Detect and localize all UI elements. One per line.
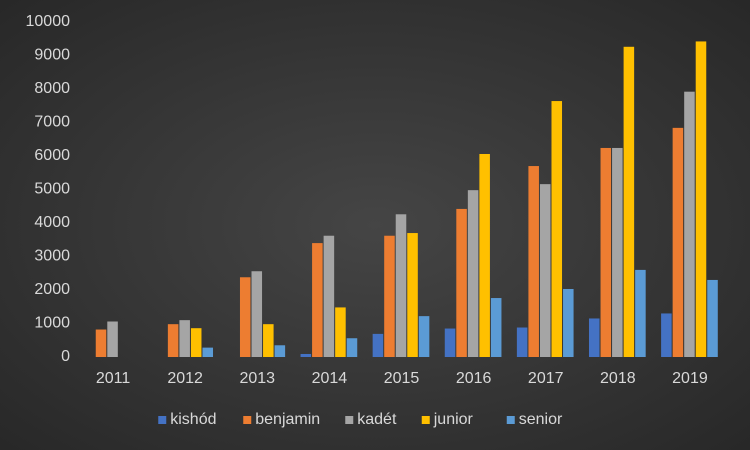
y-tick-label: 10000 (26, 13, 71, 30)
bar (167, 324, 179, 357)
bar (323, 235, 335, 357)
bar (107, 321, 118, 357)
legend-swatch (243, 416, 252, 424)
legend-label: kadét (357, 411, 397, 428)
bar (407, 233, 418, 357)
y-tick-label: 0 (61, 348, 70, 365)
y-tick-label: 4000 (34, 214, 70, 231)
bar (346, 338, 358, 357)
x-tick-label: 2018 (600, 370, 636, 387)
x-tick-label: 2017 (528, 370, 564, 387)
bar (661, 313, 672, 357)
bar (528, 166, 539, 357)
bar (600, 147, 612, 357)
y-tick-label: 2000 (34, 281, 70, 298)
bar (684, 91, 695, 358)
bar (95, 329, 107, 357)
bar (490, 298, 502, 357)
bar (251, 271, 263, 357)
legend-label: senior (519, 411, 563, 428)
y-tick-label: 1000 (34, 315, 70, 332)
bar (335, 307, 346, 357)
bar (312, 243, 323, 357)
x-tick-label: 2014 (312, 370, 348, 387)
bar (539, 184, 551, 357)
bar (456, 208, 467, 357)
bar (635, 269, 646, 357)
bar (467, 190, 479, 357)
y-tick-label: 9000 (34, 47, 70, 64)
bar (612, 147, 623, 357)
bar (479, 153, 490, 357)
bar (623, 46, 635, 357)
bar (372, 333, 384, 357)
legend-label: benjamin (255, 411, 320, 428)
bar (395, 214, 407, 357)
bar (274, 345, 286, 357)
legend-swatch (421, 416, 430, 424)
bar (239, 277, 251, 357)
x-tick-label: 2013 (239, 370, 275, 387)
y-tick-label: 6000 (34, 147, 70, 164)
y-tick-label: 5000 (34, 181, 70, 198)
x-tick-label: 2015 (384, 370, 420, 387)
bar (384, 235, 395, 357)
legend-swatch (158, 416, 167, 424)
legend-label: junior (433, 411, 474, 428)
bar (418, 316, 430, 357)
bar (263, 324, 274, 357)
bar (516, 327, 528, 357)
bar (190, 328, 202, 357)
x-tick-label: 2019 (672, 370, 708, 387)
bar (563, 288, 574, 357)
y-tick-label: 8000 (34, 80, 70, 97)
bar (695, 41, 707, 358)
legend-swatch (506, 416, 515, 424)
bar (444, 328, 456, 357)
bar (300, 353, 312, 357)
bar (672, 127, 684, 357)
y-tick-label: 3000 (34, 248, 70, 265)
bar (707, 279, 718, 357)
x-tick-label: 2012 (167, 370, 203, 387)
x-tick-label: 2011 (96, 370, 131, 387)
bar (202, 347, 214, 357)
x-tick-label: 2016 (456, 370, 492, 387)
bar (588, 318, 600, 357)
y-tick-label: 7000 (34, 114, 70, 131)
legend-label: kishód (170, 411, 216, 428)
legend-swatch (345, 416, 354, 424)
bar (551, 101, 563, 357)
bar (179, 320, 190, 357)
